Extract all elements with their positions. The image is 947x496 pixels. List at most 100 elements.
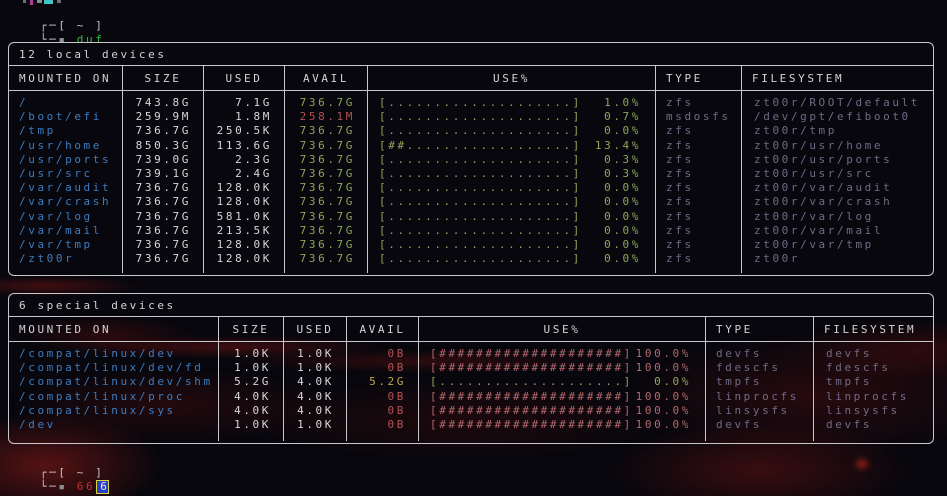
usage-percent: 0.0% xyxy=(604,252,641,266)
terminal-cursor[interactable]: 6 xyxy=(96,480,109,495)
cell-mount: /var/crash xyxy=(19,195,112,209)
table-column-mount: /compat/linux/dev/compat/linux/dev/fd/co… xyxy=(9,342,219,441)
cell-mount: / xyxy=(19,96,29,109)
usage-bar: [....................] xyxy=(379,195,582,209)
table-body: /compat/linux/dev/compat/linux/dev/fd/co… xyxy=(9,342,933,441)
table-column-bar: [####################] 100.0% [###########… xyxy=(419,342,706,441)
cell-bar: [....................] 0.0% xyxy=(368,210,655,224)
usage-bar: [....................] xyxy=(379,110,582,124)
table-column-used: 1.0K 1.0K 4.0K 4.0K 4.0K 1.0K xyxy=(284,342,347,441)
prompt-line: ┌─[ ~ ] xyxy=(3,5,104,48)
prompt-frame: ┌─[ ~ ] xyxy=(39,19,105,33)
usage-bar: [####################] xyxy=(430,347,633,360)
cell-size: 5.2G xyxy=(234,375,271,389)
cell-type: zfs xyxy=(666,209,694,223)
cell-bar: [....................] 1.0% xyxy=(368,96,655,110)
usage-percent: 0.0% xyxy=(654,375,691,389)
cell-bar: [....................] 0.0% xyxy=(419,375,705,389)
cell-bar: [##..................] 13.4% xyxy=(368,139,655,153)
cell-used: 1.0K xyxy=(297,361,334,375)
table-body: //boot/efi/tmp/usr/home/usr/ports/usr/sr… xyxy=(9,91,933,273)
cell-mount: /var/tmp xyxy=(19,237,93,251)
cell-type: devfs xyxy=(716,417,763,431)
cell-avail: 736.7G xyxy=(299,152,355,166)
usage-percent: 0.7% xyxy=(604,110,641,124)
cell-fs: zt00r/tmp xyxy=(754,124,838,138)
usage-bar: [....................] xyxy=(379,181,582,195)
prompt-frame: ┌─[ ~ ] xyxy=(39,466,105,480)
cell-type: zfs xyxy=(666,237,694,251)
cell-mount: /var/audit xyxy=(19,181,112,195)
cell-mount: /var/mail xyxy=(19,223,103,237)
usage-bar: [####################] xyxy=(430,417,633,431)
usage-bar: [##..................] xyxy=(379,138,582,152)
cell-size: 739.1G xyxy=(135,166,191,180)
usage-bar: [....................] xyxy=(379,252,582,266)
cell-type: zfs xyxy=(666,152,694,166)
cell-bar: [....................] 0.3% xyxy=(368,167,655,181)
prompt-bullet-icon: ▪ xyxy=(58,33,77,47)
cell-used: 250.5K xyxy=(216,124,272,138)
usage-bar: [....................] xyxy=(379,152,582,166)
cell-type: linprocfs xyxy=(716,389,800,403)
usage-percent: 100.0% xyxy=(635,347,691,360)
cell-fs: linprocfs xyxy=(826,389,910,403)
cell-mount: /usr/home xyxy=(19,138,103,152)
cell-bar: [....................] 0.0% xyxy=(368,238,655,252)
usage-percent: 100.0% xyxy=(635,417,691,431)
cell-used: 128.0K xyxy=(216,237,272,251)
cell-size: 736.7G xyxy=(135,124,191,138)
cell-size: 1.0K xyxy=(234,361,271,375)
cell-mount: /compat/linux/dev/shm xyxy=(19,375,213,389)
cell-used: 1.0K xyxy=(297,347,334,360)
previous-line-remnant xyxy=(30,0,33,5)
table-column-mount: //boot/efi/tmp/usr/home/usr/ports/usr/sr… xyxy=(9,91,123,273)
cell-avail: 736.7G xyxy=(299,195,355,209)
local-devices-table: 12 local devices MOUNTED ON SIZE USED AVAIL… xyxy=(8,42,934,276)
cell-fs: zt00r/var/log xyxy=(754,209,874,223)
cell-avail: 0B xyxy=(387,361,406,375)
cell-used: 4.0K xyxy=(297,403,334,417)
cell-size: 739.0G xyxy=(135,152,191,166)
cell-bar: [....................] 0.0% xyxy=(368,224,655,238)
cell-bar: [####################] 100.0% xyxy=(419,390,705,404)
column-header-use: USE% xyxy=(419,317,706,341)
table-column-type: devfs fdescfs tmpfs linprocfs linsysfs devfs xyxy=(706,342,814,441)
cell-used: 4.0K xyxy=(297,389,334,403)
cell-avail: 0B xyxy=(387,403,406,417)
cell-used: 128.0K xyxy=(216,252,272,266)
column-header-mountedon: MOUNTED ON xyxy=(9,66,123,90)
previous-line-remnant xyxy=(37,0,42,3)
cell-used: 1.8M xyxy=(235,110,272,124)
cell-fs: zt00r/var/mail xyxy=(754,223,884,237)
cell-used: 7.1G xyxy=(235,96,272,109)
prompt-arm: └─ xyxy=(39,480,59,494)
cell-avail: 736.7G xyxy=(299,96,355,109)
cell-bar: [....................] 0.0% xyxy=(368,181,655,195)
cell-type: fdescfs xyxy=(716,361,781,375)
table-column-bar: [....................] 1.0% [.............… xyxy=(368,91,656,273)
cell-fs: zt00r/usr/home xyxy=(754,138,884,152)
cell-avail: 5.2G xyxy=(369,375,406,389)
cell-type: devfs xyxy=(716,347,763,360)
cell-bar: [####################] 100.0% xyxy=(419,347,705,361)
table-title: 12 local devices xyxy=(9,43,933,66)
usage-percent: 100.0% xyxy=(635,403,691,417)
cell-size: 259.9M xyxy=(135,110,191,124)
cell-size: 736.7G xyxy=(135,209,191,223)
column-header-avail: AVAIL xyxy=(347,317,419,341)
cell-bar: [####################] 100.0% xyxy=(419,361,705,375)
cell-used: 128.0K xyxy=(216,181,272,195)
special-devices-table: 6 special devices MOUNTED ON SIZE USED AVAI… xyxy=(8,293,934,444)
usage-percent: 1.0% xyxy=(604,96,641,109)
cell-avail: 736.7G xyxy=(299,252,355,266)
prompt-bullet-icon: ▪ xyxy=(58,480,77,494)
cell-fs: /dev/gpt/efiboot0 xyxy=(754,110,911,124)
cell-type: zfs xyxy=(666,138,694,152)
cell-avail: 736.7G xyxy=(299,138,355,152)
cell-type: zfs xyxy=(666,252,694,266)
cell-mount: /compat/linux/sys xyxy=(19,403,176,417)
previous-line-remnant xyxy=(57,0,61,3)
cell-bar: [....................] 0.3% xyxy=(368,153,655,167)
